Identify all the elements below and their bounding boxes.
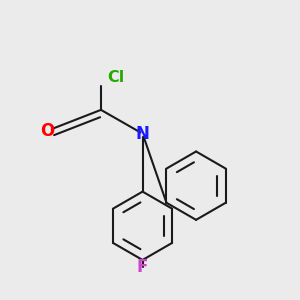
Text: O: O — [40, 122, 55, 140]
Text: Cl: Cl — [107, 70, 124, 85]
Text: F: F — [137, 258, 148, 276]
Text: N: N — [136, 125, 149, 143]
